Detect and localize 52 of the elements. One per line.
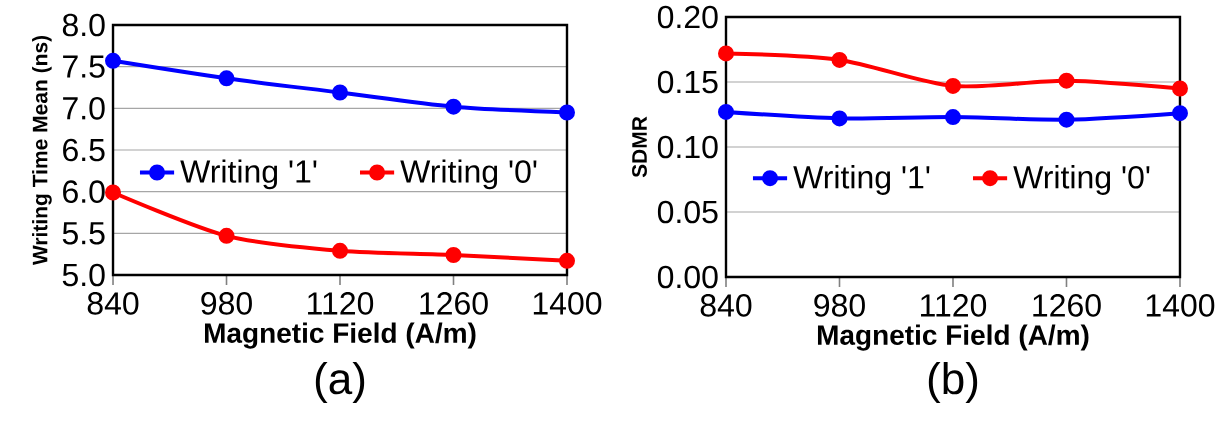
point	[105, 52, 122, 69]
point	[831, 51, 848, 68]
y-tick-label: 0.20	[657, 5, 718, 29]
point	[831, 110, 848, 127]
point	[332, 84, 348, 101]
legend-label: Writing '1'	[180, 159, 317, 190]
point	[558, 252, 575, 269]
text: (b)	[928, 362, 978, 404]
y-tick-label: 8.0	[62, 13, 105, 37]
point	[445, 98, 462, 115]
x-tick-label: 980	[201, 292, 252, 315]
x-tick-label: 840	[700, 294, 752, 317]
point	[218, 227, 235, 244]
point	[558, 104, 575, 121]
y-tick-label: 6.0	[63, 180, 105, 203]
legend-label: Writing '0'	[1013, 165, 1150, 195]
point	[1058, 111, 1075, 128]
point	[718, 103, 734, 120]
x-axis-title: Magnetic Field (A/m)	[204, 322, 476, 349]
x-tick-label: 1400	[533, 292, 602, 315]
y-axis-title: Writing Time Mean (ns)	[32, 35, 52, 266]
point	[105, 184, 122, 201]
x-tick-label: 840	[87, 292, 139, 315]
point	[332, 242, 348, 259]
point	[445, 246, 462, 263]
x-tick-label: 980	[814, 294, 865, 317]
text: (a)	[315, 362, 365, 404]
y-tick-label: 7.5	[63, 55, 105, 78]
x-axis-title: Magnetic Field (A/m)	[817, 324, 1089, 351]
point	[944, 77, 961, 94]
x-tick-label: 1260	[420, 292, 488, 315]
x-tick-label: 1120	[308, 292, 374, 315]
point	[1171, 105, 1188, 122]
legend-label: Writing '0'	[400, 159, 537, 190]
legend-label: Writing '1'	[793, 165, 930, 195]
point	[1058, 72, 1075, 89]
x-tick-label: 1120	[921, 294, 987, 317]
y-axis-title: SDMR	[632, 116, 647, 178]
point	[1171, 80, 1188, 97]
y-tick-label: 0.10	[657, 135, 718, 159]
point	[718, 45, 734, 62]
y-tick-label: 6.5	[63, 138, 105, 162]
y-tick-label: 5.5	[62, 222, 105, 245]
x-tick-label: 1260	[1033, 294, 1101, 317]
x-tick-label: 1400	[1146, 294, 1215, 317]
y-tick-label: 0.00	[657, 265, 718, 289]
y-tick-label: 7.0	[63, 97, 105, 120]
point	[944, 109, 961, 126]
y-tick-label: 0.15	[657, 70, 718, 94]
point	[218, 70, 235, 87]
y-tick-label: 5.0	[62, 263, 105, 287]
y-tick-label: 0.05	[657, 200, 718, 224]
